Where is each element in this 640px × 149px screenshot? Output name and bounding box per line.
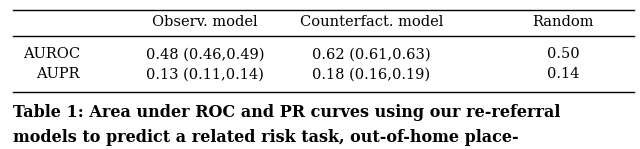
Text: AUROC: AUROC	[23, 47, 80, 61]
Text: 0.14: 0.14	[547, 67, 579, 82]
Text: Counterfact. model: Counterfact. model	[300, 15, 443, 29]
Text: models to predict a related risk task, out-of-home place-: models to predict a related risk task, o…	[13, 129, 518, 146]
Text: 0.50: 0.50	[547, 47, 579, 61]
Text: 0.48 (0.46,0.49): 0.48 (0.46,0.49)	[145, 47, 264, 61]
Text: Table 1: Area under ROC and PR curves using our re-referral: Table 1: Area under ROC and PR curves us…	[13, 104, 560, 121]
Text: Random: Random	[532, 15, 594, 29]
Text: 0.13 (0.11,0.14): 0.13 (0.11,0.14)	[146, 67, 264, 82]
Text: Observ. model: Observ. model	[152, 15, 258, 29]
Text: 0.62 (0.61,0.63): 0.62 (0.61,0.63)	[312, 47, 431, 61]
Text: AUPR: AUPR	[36, 67, 80, 82]
Text: 0.18 (0.16,0.19): 0.18 (0.16,0.19)	[312, 67, 430, 82]
